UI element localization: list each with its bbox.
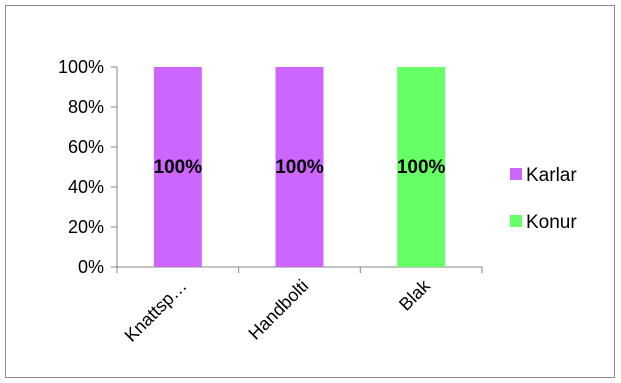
data-label: 100% [275,157,324,178]
bars [153,67,446,267]
legend-label-karlar: Karlar [526,165,577,186]
legend-swatch-konur [510,215,522,227]
bar-konur-2 [397,67,446,267]
legend-swatch-karlar [510,168,522,180]
x-category-label: Knattsp… [121,276,191,346]
y-tick-label: 20% [68,217,104,237]
x-category-label: Blak [395,275,435,315]
y-tick-label: 80% [68,97,104,117]
x-category-label: Handbolti [244,276,312,344]
y-tick-label: 60% [68,137,104,157]
y-tick-label: 0% [78,257,104,277]
y-tick-label: 100% [58,57,104,77]
y-tick-label: 40% [68,177,104,197]
data-label: 100% [154,157,203,178]
bar-karlar-1 [275,67,324,267]
bar-karlar-0 [153,67,202,267]
legend-label-konur: Konur [526,212,577,233]
legend: Karlar Konur [510,165,577,233]
data-label: 100% [397,157,446,178]
